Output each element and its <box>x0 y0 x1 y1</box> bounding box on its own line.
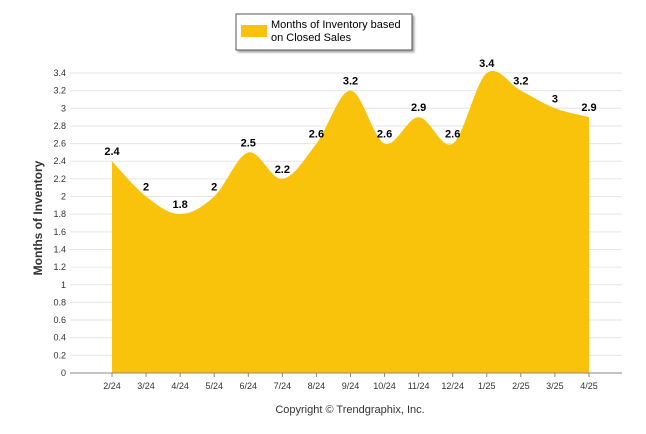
data-label: 2.2 <box>275 164 290 176</box>
x-tick-label: 3/25 <box>546 381 564 391</box>
y-tick-label: 2.4 <box>53 156 66 166</box>
x-tick-label: 4/25 <box>580 381 598 391</box>
x-tick-label: 7/24 <box>274 381 292 391</box>
y-axis-ticks: 0 0.2 0.4 0.6 0.8 1 1.2 1.4 1.6 1.8 2 2.2 2.4 2.6 2.8 3… <box>53 68 66 378</box>
x-tick-label: 9/24 <box>342 381 360 391</box>
y-tick-label: 1.2 <box>53 262 66 272</box>
x-tick-label: 5/24 <box>205 381 223 391</box>
x-tick-label: 1/25 <box>478 381 496 391</box>
data-labels: 2.4 2 1.8 2 2.5 2.2 2.6 3.2 2.6 2.9 2.6 3.4 3.2 3 2.9 <box>104 58 596 211</box>
legend-swatch <box>241 25 267 37</box>
x-tick-label: 12/24 <box>441 381 464 391</box>
y-tick-label: 3.2 <box>53 86 66 96</box>
y-tick-label: 2.8 <box>53 121 66 131</box>
y-tick-label: 1 <box>61 280 66 290</box>
data-label: 3.4 <box>479 58 495 70</box>
data-label: 2.4 <box>104 146 120 158</box>
y-tick-label: 0.4 <box>53 333 66 343</box>
y-tick-label: 1.4 <box>53 244 66 254</box>
y-tick-label: 0.6 <box>53 315 66 325</box>
y-tick-label: 3.4 <box>53 68 66 78</box>
area-series <box>112 70 589 373</box>
y-tick-label: 0.8 <box>53 297 66 307</box>
x-tick-label: 4/24 <box>171 381 189 391</box>
x-axis-ticks: 2/24 3/24 4/24 5/24 6/24 7/24 8/24 9/24 10/24 11/… <box>103 373 598 391</box>
data-label: 3 <box>552 93 558 105</box>
data-label: 2 <box>211 182 217 194</box>
y-tick-label: 1.8 <box>53 209 66 219</box>
y-tick-label: 0 <box>61 368 66 378</box>
y-tick-label: 2.6 <box>53 139 66 149</box>
data-label: 1.8 <box>172 199 187 211</box>
data-label: 2.5 <box>241 137 256 149</box>
y-tick-label: 2 <box>61 192 66 202</box>
data-label: 3.2 <box>513 76 528 88</box>
x-tick-label: 6/24 <box>240 381 258 391</box>
x-tick-label: 3/24 <box>137 381 155 391</box>
data-label: 2.6 <box>445 129 460 141</box>
data-label: 3.2 <box>343 76 358 88</box>
data-label: 2.9 <box>581 102 596 114</box>
legend-label-line1: Months of Inventory based <box>271 19 401 31</box>
y-tick-label: 2.2 <box>53 174 66 184</box>
y-tick-label: 1.6 <box>53 227 66 237</box>
x-tick-label: 10/24 <box>373 381 396 391</box>
x-tick-label: 2/25 <box>512 381 530 391</box>
y-axis-title: Months of Inventory <box>31 160 45 275</box>
copyright-text: Copyright © Trendgraphix, Inc. <box>275 404 424 416</box>
data-label: 2.6 <box>309 129 324 141</box>
y-tick-label: 0.2 <box>53 350 66 360</box>
legend-label-line2: on Closed Sales <box>271 32 352 44</box>
y-tick-label: 3 <box>61 103 66 113</box>
x-tick-label: 8/24 <box>308 381 326 391</box>
data-label: 2.9 <box>411 102 426 114</box>
x-tick-label: 11/24 <box>408 381 430 391</box>
data-label: 2.6 <box>377 129 392 141</box>
x-tick-label: 2/24 <box>103 381 121 391</box>
data-label: 2 <box>143 182 149 194</box>
legend: Months of Inventory based on Closed Sale… <box>235 13 413 51</box>
